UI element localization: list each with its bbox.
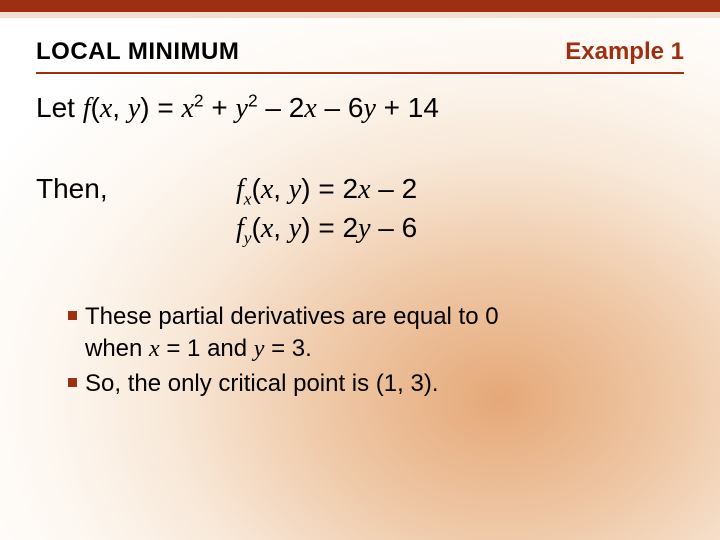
bullet-item: These partial derivatives are equal to 0… — [68, 301, 684, 366]
eq2-open: ( — [252, 212, 261, 243]
example-label: Example 1 — [565, 38, 684, 66]
eq1-rhsvar: x — [358, 174, 370, 205]
bullet-square-icon — [68, 378, 77, 387]
def-var2: y — [128, 93, 140, 124]
eq1-comma: , — [273, 173, 289, 204]
def-var1: x — [100, 93, 112, 124]
def-t3v: x — [304, 93, 316, 124]
def-t2e: 2 — [248, 91, 258, 111]
bullet-item: So, the only critical point is (1, 3). — [68, 368, 684, 400]
eq2-fn: f — [236, 213, 244, 244]
b1-p2c: = 3. — [264, 335, 311, 362]
def-t1v: x — [181, 93, 193, 124]
eq2-comma: , — [273, 212, 289, 243]
eq-fy: fy(x, y) = 2y – 6 — [236, 212, 417, 245]
eq1-fn: f — [236, 174, 244, 205]
bullet-text-2: So, the only critical point is (1, 3). — [85, 368, 438, 400]
eq1-open: ( — [252, 173, 261, 204]
eq1-v1: x — [261, 174, 273, 205]
eq2-sub: y — [244, 229, 252, 248]
def-prefix: Let — [36, 92, 83, 123]
def-t4v: y — [363, 93, 375, 124]
eq1-sub: x — [244, 190, 252, 209]
eq2-v1: x — [261, 213, 273, 244]
b1-yv: y — [254, 336, 265, 362]
def-close: ) = — [140, 92, 181, 123]
eq2-close: ) = 2 — [301, 212, 358, 243]
header-rule — [36, 72, 684, 74]
def-comma: , — [112, 92, 128, 123]
def-m1: – 2 — [258, 92, 305, 123]
bullet-list: These partial derivatives are equal to 0… — [68, 301, 684, 400]
then-label: Then, — [36, 173, 236, 205]
bullet-square-icon — [68, 311, 77, 320]
eq2-tail: – 6 — [371, 212, 418, 243]
slide-content: LOCAL MINIMUM Example 1 Let f(x, y) = x2… — [0, 18, 720, 540]
bullet-text-1: These partial derivatives are equal to 0… — [85, 301, 499, 366]
header-row: LOCAL MINIMUM Example 1 — [36, 38, 684, 66]
def-m2: – 6 — [317, 92, 364, 123]
def-t2v: y — [236, 93, 248, 124]
def-plus: + — [204, 92, 236, 123]
def-const: + 14 — [376, 92, 439, 123]
eq2-rhsvar: y — [358, 213, 370, 244]
eq1-v2: y — [289, 174, 301, 205]
b1-p2b: = 1 and — [160, 335, 254, 362]
b1-p1: These partial derivatives are equal to 0 — [85, 303, 499, 330]
b1-p2a: when — [85, 335, 149, 362]
function-definition: Let f(x, y) = x2 + y2 – 2x – 6y + 14 — [36, 92, 684, 125]
eq-fx: fx(x, y) = 2x – 2 — [236, 173, 417, 206]
b1-xv: x — [149, 336, 160, 362]
eq1-close: ) = 2 — [301, 173, 358, 204]
eq1-tail: – 2 — [371, 173, 418, 204]
def-t1e: 2 — [194, 91, 204, 111]
def-open: ( — [90, 92, 99, 123]
eq2-v2: y — [289, 213, 301, 244]
partial-derivatives: fx(x, y) = 2x – 2 fy(x, y) = 2y – 6 — [236, 173, 417, 245]
section-title: LOCAL MINIMUM — [36, 38, 239, 66]
then-block: Then, fx(x, y) = 2x – 2 fy(x, y) = 2y – … — [36, 173, 684, 245]
accent-top-border — [0, 0, 720, 12]
